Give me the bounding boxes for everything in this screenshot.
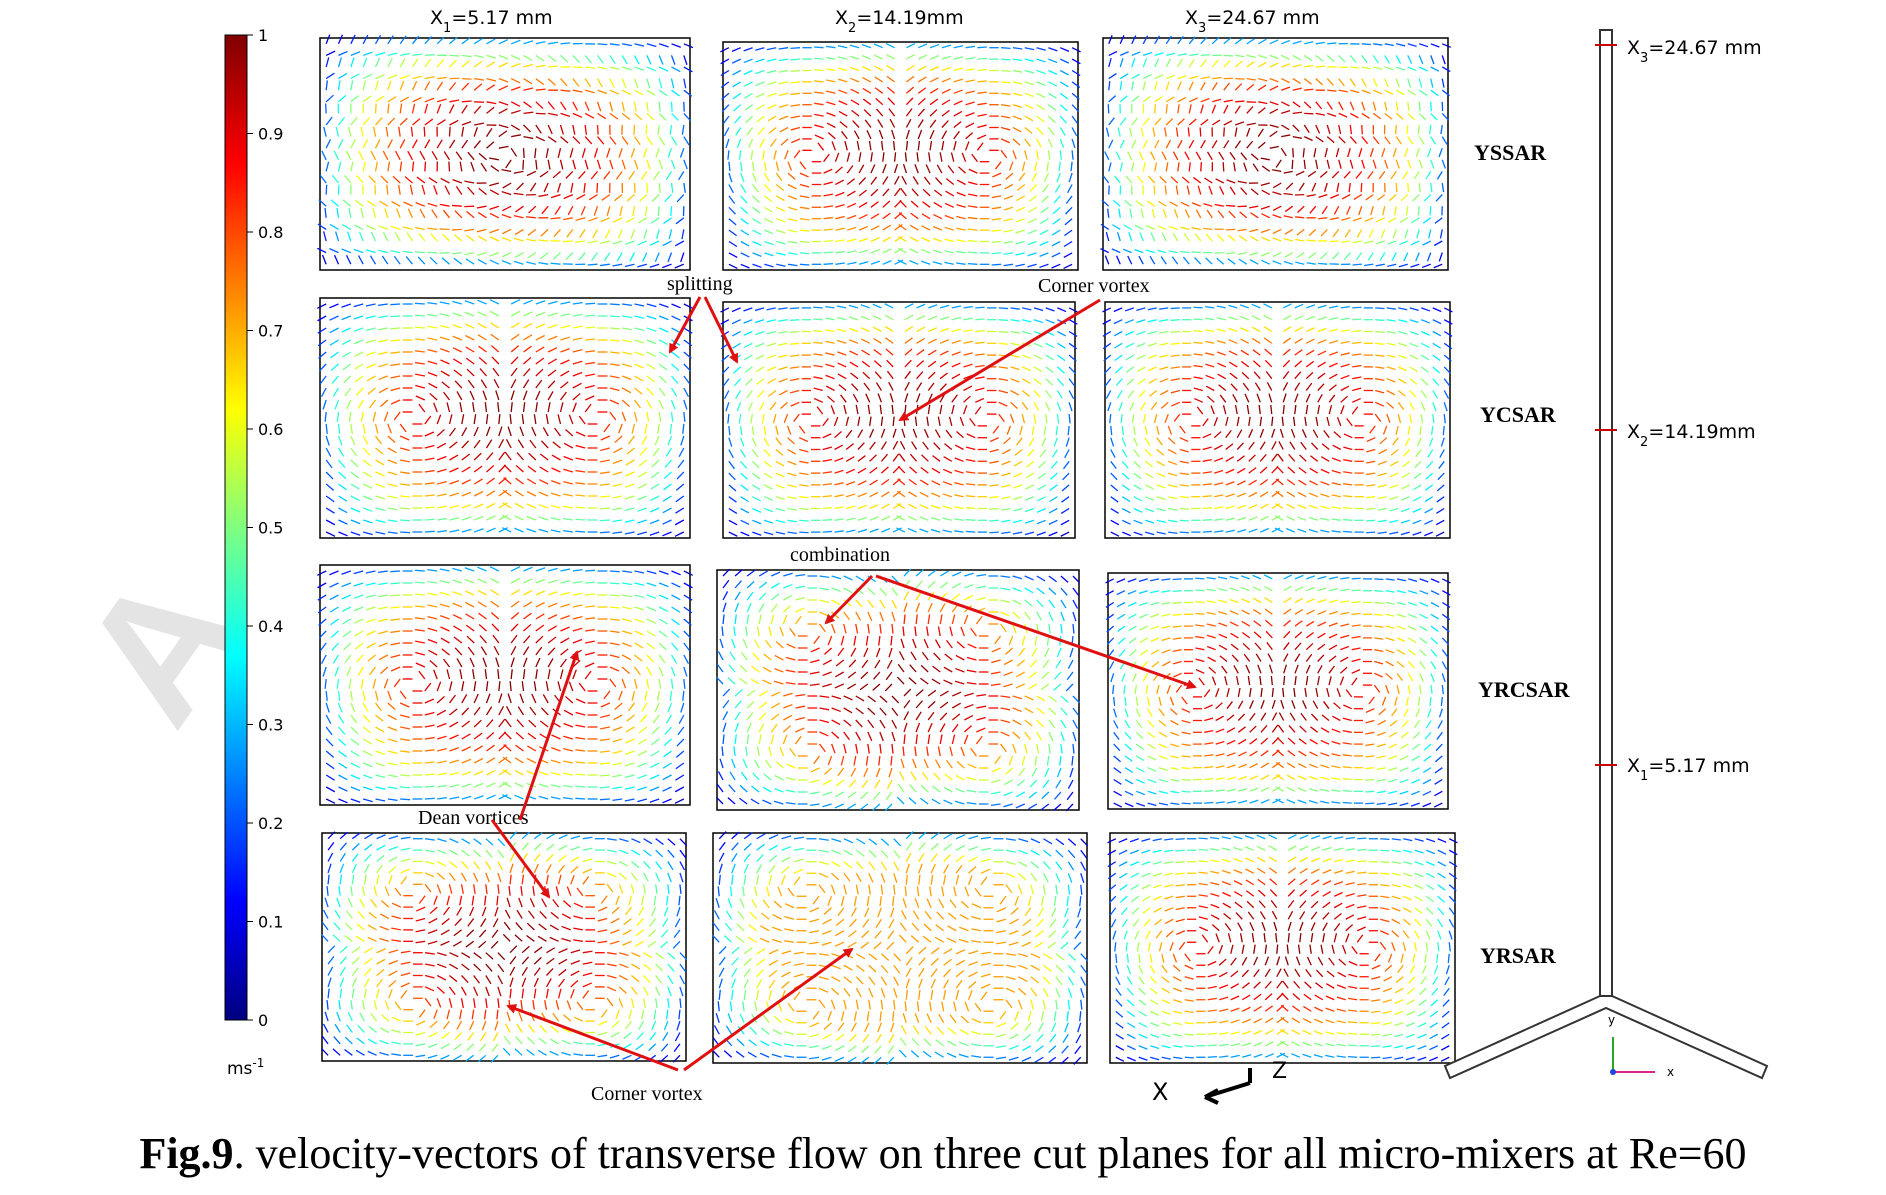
arrow-splitting-1 — [668, 296, 702, 354]
arrow-combination-1 — [824, 574, 874, 625]
row-label: YRSAR — [1480, 943, 1557, 968]
colorbar-tick-label: 0.5 — [258, 519, 283, 538]
colorbar-tick-label: 0.4 — [258, 617, 283, 636]
colorbar-tick-label: 0.6 — [258, 420, 283, 439]
row-labels: YSSAR YCSAR YRCSAR YRSAR — [1474, 140, 1571, 968]
arrow-combination-2 — [875, 574, 1197, 690]
colorbar-tick-label: 0.8 — [258, 223, 283, 242]
annotation-dean-vortices: Dean vortices — [418, 807, 529, 829]
caption-figure-number: Fig.9 — [139, 1129, 234, 1178]
vector-panels — [316, 34, 1458, 1065]
geometry-label: X2=14.19mm — [1627, 421, 1756, 450]
colorbar-tick-label: 0.3 — [258, 716, 283, 735]
vector-panel — [1102, 301, 1453, 539]
colorbar-tick-label: 0.1 — [258, 913, 283, 932]
colorbar — [224, 34, 248, 1021]
axis-z-label: Z — [1272, 1059, 1287, 1084]
vector-panel — [1105, 572, 1451, 810]
column-header: X3=24.67 mm — [1185, 7, 1320, 36]
vector-panel — [320, 831, 688, 1063]
vector-panel — [316, 34, 694, 271]
arrow-dean-2 — [490, 819, 551, 899]
arrow-splitting-2 — [703, 296, 739, 364]
figure-caption: Fig.9. velocity-vectors of transverse fl… — [0, 1128, 1886, 1179]
row-label: YRCSAR — [1478, 677, 1571, 702]
colorbar-tick-label: 0.2 — [258, 814, 283, 833]
vector-panel — [317, 297, 693, 539]
small-x-label: x — [1667, 1065, 1674, 1079]
colorbar-tick-label: 0.9 — [258, 125, 283, 144]
geometry-label: X3=24.67 mm — [1627, 37, 1762, 66]
colorbar-tick-label: 1 — [258, 26, 268, 45]
row-label: YCSAR — [1480, 402, 1557, 427]
vector-panel — [715, 568, 1081, 812]
vector-panel — [720, 41, 1081, 271]
geometry-label: X1=5.17 mm — [1627, 755, 1750, 784]
annotations: splitting Corner vortex combination Dean… — [418, 273, 1197, 1105]
mixer-geometry: X3=24.67 mm X2=14.19mm X1=5.17 mm y x — [1443, 29, 1769, 1080]
colorbar-ticks: 1 0.9 0.8 0.7 0.6 0.5 0.4 0.3 0.2 0.1 0 — [247, 26, 283, 1030]
column-header: X1=5.17 mm — [430, 7, 553, 36]
vector-panel — [1107, 832, 1458, 1064]
arrow-corner-vortex-bottom-2 — [683, 947, 854, 1072]
annotation-corner-vortex-bottom: Corner vortex — [591, 1083, 703, 1105]
column-header: X2=14.19mm — [835, 7, 964, 36]
arrow-corner-vortex-bottom-1 — [506, 1004, 679, 1072]
geometry-labels: X3=24.67 mm X2=14.19mm X1=5.17 mm — [1627, 37, 1762, 784]
vector-panel — [317, 564, 693, 806]
row-label: YSSAR — [1474, 140, 1547, 165]
column-headers: X1=5.17 mm X2=14.19mm X3=24.67 mm — [430, 7, 1320, 36]
axis-triad: X Z — [1152, 1059, 1287, 1106]
annotation-splitting: splitting — [667, 273, 733, 295]
colorbar-tick-label: 0.7 — [258, 322, 283, 341]
small-y-label: y — [1608, 1013, 1615, 1027]
axis-x-label: X — [1152, 1078, 1168, 1106]
arrow-dean-1 — [518, 650, 580, 821]
colorbar-unit: ms-1 — [227, 1056, 264, 1079]
annotation-corner-vortex-top: Corner vortex — [1038, 275, 1150, 297]
caption-text: . velocity-vectors of transverse flow on… — [233, 1129, 1747, 1178]
vector-panel — [711, 831, 1089, 1065]
colorbar-tick-label: 0 — [258, 1011, 268, 1030]
vector-panel — [720, 301, 1078, 539]
annotation-combination: combination — [790, 544, 890, 566]
arrow-corner-vortex-top — [898, 298, 1101, 422]
vector-panel — [1100, 35, 1451, 271]
